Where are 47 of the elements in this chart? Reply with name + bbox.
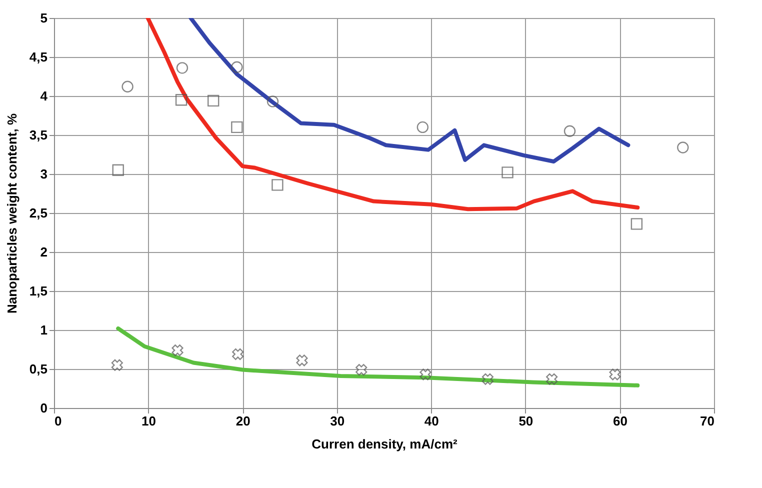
x-tick-label: 40 (424, 414, 439, 428)
x-tick-label: 50 (518, 414, 534, 428)
y-tick-label: 4 (40, 88, 48, 104)
x-tick-label: 60 (612, 414, 628, 428)
point (232, 348, 244, 360)
point (420, 368, 432, 380)
x-tick-label: 30 (330, 414, 345, 428)
point (122, 80, 134, 92)
y-tick-label: 1 (40, 322, 48, 338)
x-tick-label: 10 (142, 414, 156, 428)
y-tick-label: 4,5 (29, 50, 48, 64)
point (176, 62, 188, 74)
line-series (188, 18, 630, 164)
point (296, 354, 308, 366)
point (677, 142, 689, 154)
point (175, 94, 188, 106)
line-series (116, 326, 640, 388)
point (231, 121, 243, 134)
y-tick-label: 0 (40, 400, 48, 416)
line-series (146, 18, 640, 212)
y-tick-label: 3 (40, 166, 48, 182)
point (172, 344, 184, 356)
point (111, 359, 123, 371)
point (609, 368, 621, 380)
x-tick-label: 0 (54, 414, 62, 428)
point (208, 94, 220, 107)
y-tick-label: 3,5 (29, 128, 48, 142)
y-tick-label: 5 (40, 10, 48, 26)
x-axis-title: Curren density, mA/cm² (312, 436, 458, 452)
point (266, 96, 279, 108)
y-tick-label: 0,5 (29, 362, 48, 376)
point (502, 166, 514, 178)
y-tick-label: 2 (40, 244, 48, 260)
x-tick-label: 20 (236, 414, 250, 428)
point (356, 364, 368, 376)
point (231, 61, 243, 73)
y-axis-title: Nanoparticles weight content, % (4, 113, 20, 314)
point (112, 164, 124, 176)
y-tick-label: 2,5 (29, 206, 48, 220)
point (272, 179, 284, 191)
point (546, 373, 558, 385)
x-tick-label: 70 (700, 414, 714, 428)
point (416, 121, 428, 134)
point (630, 218, 643, 230)
point (482, 373, 494, 385)
point (564, 125, 576, 137)
y-tick-label: 1,5 (29, 284, 48, 298)
